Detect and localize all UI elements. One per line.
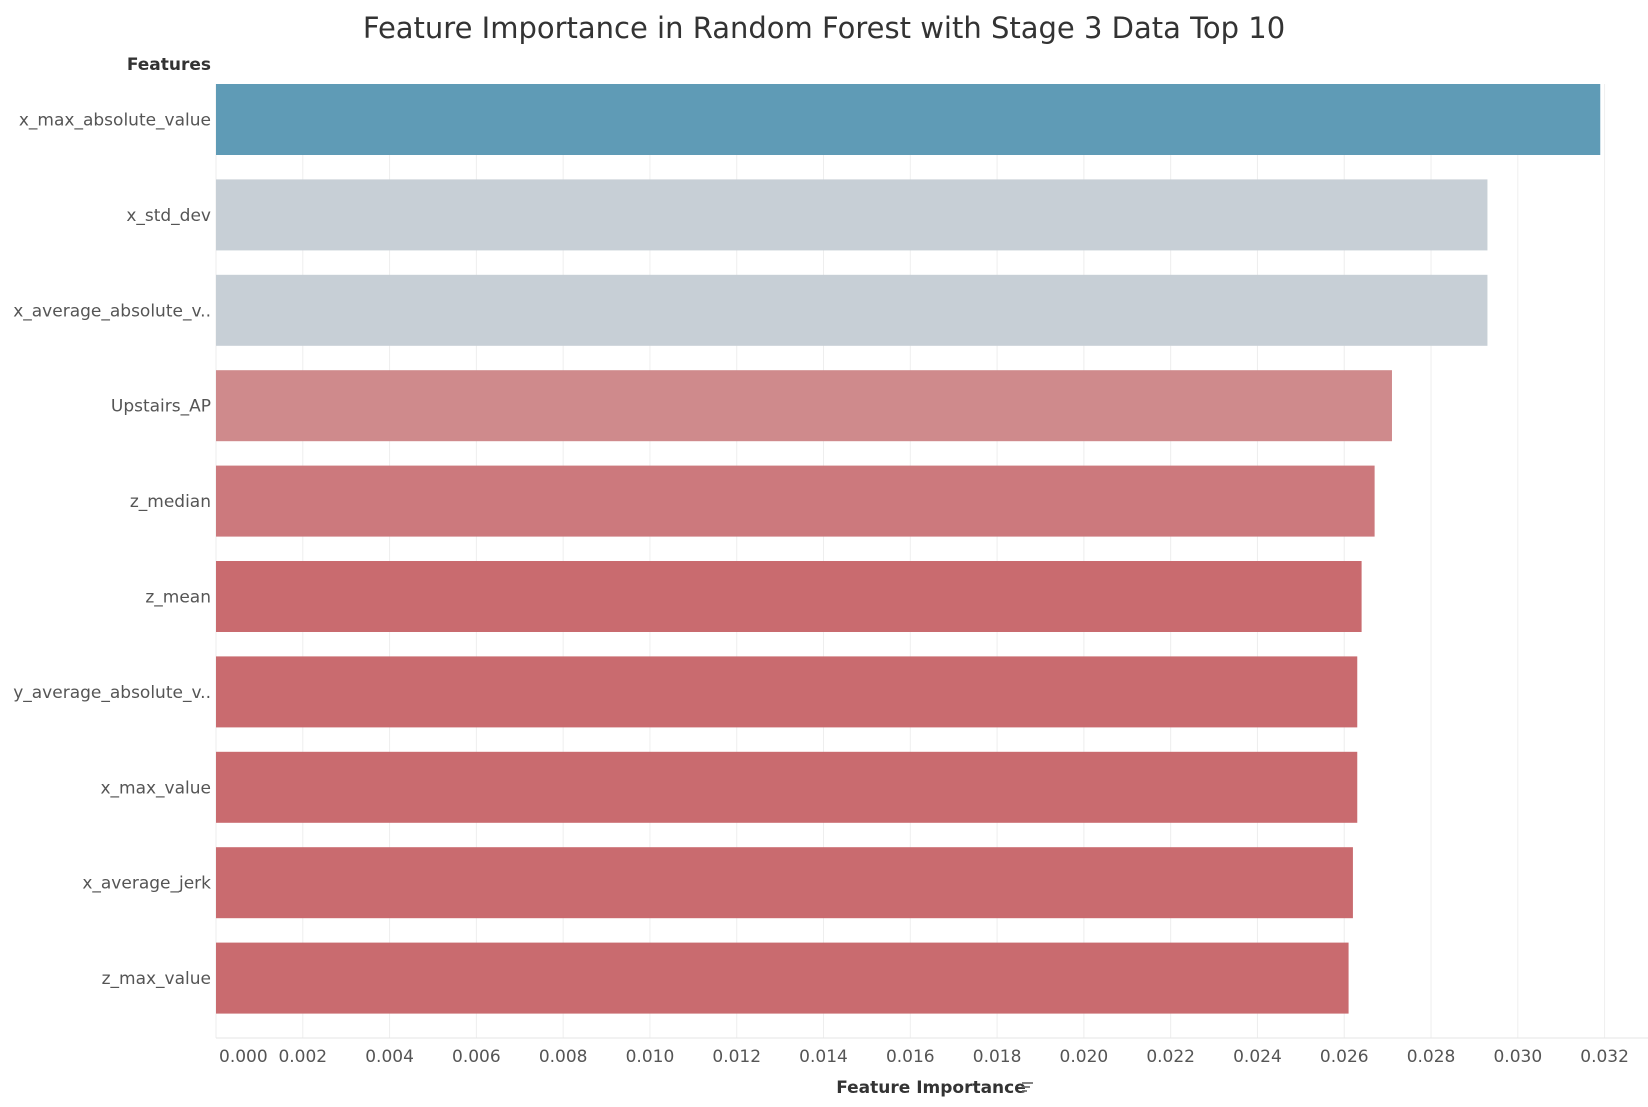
bar-upstairs-ap[interactable] [216,370,1392,442]
x-tick-label: 0.030 [1493,1047,1542,1067]
category-label: z_mean [145,588,211,608]
x-tick-label: 0.020 [1060,1047,1109,1067]
x-tick-label: 0.018 [973,1047,1022,1067]
bar-x-std-dev[interactable] [216,179,1488,251]
bars [216,84,1601,1014]
bar-x-average-absolute-v[interactable] [216,274,1488,346]
x-tick-label: 0.002 [278,1047,327,1067]
category-label: x_average_jerk [82,874,211,894]
x-tick-label: 0.024 [1233,1047,1282,1067]
category-labels: x_max_absolute_value x_std_dev x_average_a… [13,111,211,990]
category-label: z_max_value [102,969,211,989]
category-label: x_average_absolute_v.. [13,301,211,321]
category-label: x_std_dev [126,206,211,226]
x-tick-label: 0.010 [626,1047,675,1067]
x-tick-label: 0.022 [1146,1047,1195,1067]
x-tick-label: 0.028 [1407,1047,1456,1067]
category-label: x_max_absolute_value [19,111,211,131]
sort-descending-icon[interactable] [1022,1082,1033,1092]
x-tick-label: 0.008 [539,1047,588,1067]
x-axis-label: Feature Importance [836,1078,1026,1098]
bar-x-max-value[interactable] [216,751,1358,823]
bar-z-median[interactable] [216,465,1375,537]
bar-z-max-value[interactable] [216,942,1349,1014]
y-axis-header: Features [127,55,211,75]
x-tick-label: 0.014 [799,1047,848,1067]
chart-title: Feature Importance in Random Forest with… [363,11,1285,45]
category-label: z_median [130,492,211,512]
category-label: y_average_absolute_v.. [13,683,211,703]
x-tick-label: 0.006 [452,1047,501,1067]
x-tick-label: 0.000 [219,1047,268,1067]
bar-y-average-absolute-v[interactable] [216,656,1358,728]
category-label: Upstairs_AP [111,397,211,417]
x-tick-label: 0.026 [1320,1047,1369,1067]
bar-x-max-absolute-value[interactable] [216,84,1601,155]
bar-x-average-jerk[interactable] [216,847,1353,919]
bar-z-mean[interactable] [216,561,1362,632]
x-tick-label: 0.032 [1580,1047,1629,1067]
x-tick-label: 0.016 [886,1047,935,1067]
x-tick-label: 0.012 [712,1047,761,1067]
x-tick-label: 0.004 [365,1047,414,1067]
x-tick-labels: 0.000 0.002 0.004 0.006 0.008 0.010 0.012 0.014… [219,1047,1629,1067]
category-label: x_max_value [100,778,211,798]
